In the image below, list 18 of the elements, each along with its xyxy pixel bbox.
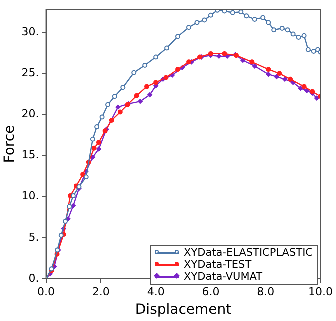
x-tick-label: 0.0 (38, 285, 56, 298)
y-tick-label: 0. (28, 272, 40, 285)
x-tick-label: 4.0 (147, 285, 165, 298)
y-tick-label: 25. (22, 66, 40, 80)
x-tick-label: 6.0 (202, 285, 220, 298)
x-tick-label: 10.0 (308, 285, 334, 298)
x-tick-label: 2.0 (92, 285, 110, 298)
legend-label: XYData-VUMAT (184, 271, 263, 283)
x-tick-label: 8.0 (257, 285, 275, 298)
y-axis-title: Force (2, 125, 18, 164)
y-tick-label: 10. (22, 190, 40, 203)
y-tick-label: 15. (22, 148, 40, 162)
y-tick-label: 20. (22, 108, 40, 121)
legend-label: XYData-TEST (184, 259, 252, 271)
y-tick-label: 5. (28, 230, 40, 244)
y-tick-label: 30. (22, 25, 40, 38)
legend-label: XYData-ELASTICPLASTIC (184, 247, 313, 259)
x-axis-title: Displacement (135, 302, 232, 318)
